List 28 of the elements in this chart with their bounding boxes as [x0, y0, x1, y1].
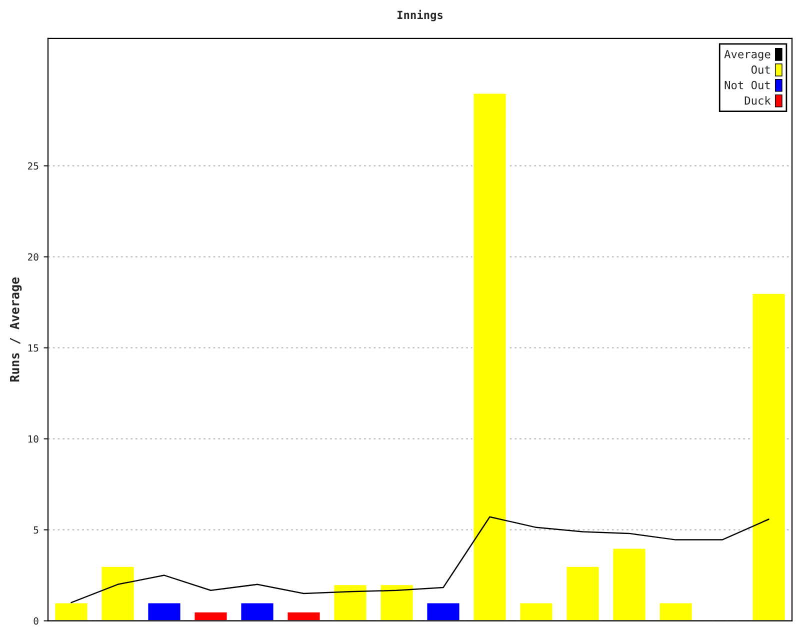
bar	[379, 584, 414, 621]
bar	[565, 566, 600, 621]
bar	[332, 584, 368, 621]
legend-label: Not Out	[724, 80, 770, 90]
y-tick-label: 15	[28, 344, 38, 352]
y-tick-label: 5	[34, 526, 38, 534]
bar	[240, 602, 275, 621]
bar	[518, 602, 554, 621]
line-series	[70, 516, 770, 604]
bar	[658, 602, 694, 621]
y-tick-label: 20	[28, 253, 38, 261]
y-axis-title: Runs / Average	[10, 277, 22, 382]
chart-title: Innings	[398, 10, 443, 22]
bar	[193, 611, 228, 621]
bar	[751, 292, 786, 621]
y-tick-label: 10	[28, 435, 38, 443]
bar	[146, 602, 182, 621]
legend-label: Out	[751, 65, 770, 74]
bar	[100, 566, 136, 621]
y-tick-label: 0	[34, 617, 38, 625]
legend-label: Duck	[744, 96, 771, 105]
y-tick-label: 25	[28, 162, 38, 170]
bar	[612, 547, 647, 621]
legend-label: Average	[724, 50, 770, 61]
bar	[472, 92, 508, 621]
bar	[286, 611, 322, 621]
bar	[54, 602, 89, 621]
bar	[426, 602, 461, 621]
